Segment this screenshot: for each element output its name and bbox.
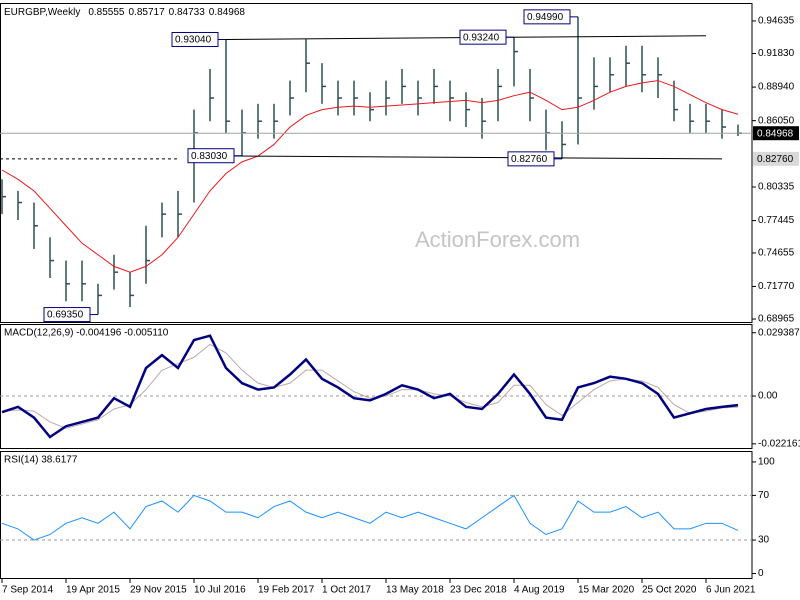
x-tick-label: 19 Feb 2017 <box>258 585 315 596</box>
y-tick-label: 0.86050 <box>758 115 795 126</box>
y-tick-label: 0.91830 <box>758 48 795 59</box>
x-tick-label: 10 Jul 2016 <box>194 585 246 596</box>
annotation-box <box>459 29 507 45</box>
panel-frame <box>0 451 753 579</box>
annotation-label: 0.94990 <box>527 12 564 23</box>
support-tag <box>753 151 799 166</box>
y-tick-label: 0.71770 <box>758 281 795 292</box>
chart-title: EURGBP,Weekly 0.85555 0.85717 0.84733 0.8496… <box>4 7 245 18</box>
moving-average <box>1 80 739 273</box>
indicator-line <box>1 494 739 541</box>
y-tick-label: 0.74655 <box>758 248 795 259</box>
y-tick-label: 0 <box>758 568 764 579</box>
panel-title: MACD(12,26,9) -0.004196 -0.005110 <box>4 328 169 339</box>
support-tag-label: 0.82760 <box>757 154 794 165</box>
annotation-box <box>171 31 219 47</box>
y-tick-label: 0.68965 <box>758 314 795 325</box>
y-tick-label: 0.94635 <box>758 16 795 27</box>
symbol-title: EURGBP,Weekly <box>4 7 80 18</box>
indicator-line <box>1 334 739 439</box>
y-tick-label: -0.022161 <box>758 438 800 449</box>
annotation-box <box>523 9 571 25</box>
y-tick-label: 0.77445 <box>758 215 795 226</box>
panel-frame <box>0 3 753 323</box>
x-tick-label: 13 May 2018 <box>386 585 444 596</box>
ohlc-value: 0.85555 <box>88 7 125 18</box>
annotation-label: 0.83030 <box>191 151 228 162</box>
last-price-label: 0.84968 <box>757 128 794 139</box>
y-tick-label: 70 <box>758 490 770 501</box>
y-tick-label: 100 <box>758 457 775 468</box>
y-tick-label: 30 <box>758 535 770 546</box>
annotation-label: 0.82760 <box>511 154 548 165</box>
indicator-line <box>1 343 739 429</box>
y-tick-label: 0.029387 <box>758 327 800 338</box>
y-tick-label: 0.80335 <box>758 182 795 193</box>
annotation-label: 0.93240 <box>463 32 500 43</box>
y-tick-label: 0.88940 <box>758 82 795 93</box>
x-tick-label: 23 Dec 2018 <box>450 585 507 596</box>
y-tick-label: 0.00 <box>758 391 778 402</box>
x-tick-label: 1 Oct 2017 <box>322 585 371 596</box>
trendline <box>193 155 723 160</box>
panel-title: RSI(14) 38.6177 <box>4 455 78 466</box>
x-tick-label: 15 Mar 2020 <box>578 585 635 596</box>
ohlc-value: 0.84733 <box>169 7 206 18</box>
x-tick-label: 7 Sep 2014 <box>2 585 54 596</box>
x-tick-label: 19 Apr 2015 <box>66 585 120 596</box>
x-tick-label: 29 Nov 2015 <box>130 585 187 596</box>
ohlc-value: 0.84968 <box>209 7 246 18</box>
annotation-box <box>187 148 235 164</box>
annotation-box <box>507 151 555 167</box>
x-tick-label: 25 Oct 2020 <box>642 585 697 596</box>
x-tick-label: 6 Jun 2021 <box>706 585 756 596</box>
annotation-box <box>43 307 91 323</box>
last-price-tag <box>753 126 799 141</box>
x-tick-label: 4 Aug 2019 <box>514 585 565 596</box>
panel-frame <box>0 324 753 449</box>
annotation-label: 0.93040 <box>175 35 212 46</box>
watermark: ActionForex.com <box>415 227 580 252</box>
annotation-label: 0.69350 <box>47 310 84 321</box>
ohlc-value: 0.85717 <box>128 7 165 18</box>
